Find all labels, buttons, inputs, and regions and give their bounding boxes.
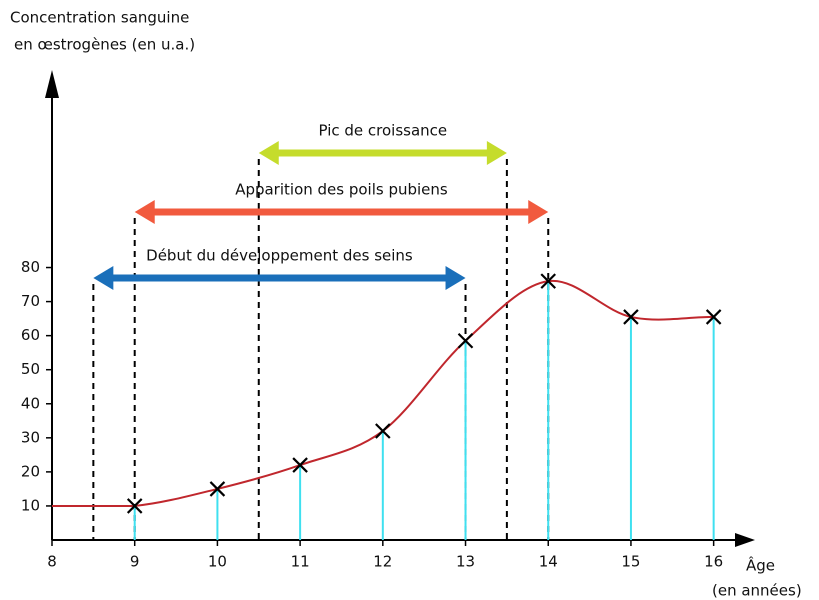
arrow-head [134, 200, 155, 224]
arrow-head [258, 141, 279, 165]
x-tick-label: 9 [130, 553, 140, 571]
x-tick-label: 15 [621, 553, 640, 571]
interval-label: Apparition des poils pubiens [235, 181, 448, 199]
y-axis-label: en œstrogènes (en u.a.) [14, 36, 195, 54]
y-tick-label: 10 [21, 496, 40, 514]
x-tick-label: 11 [291, 553, 310, 571]
y-tick-label: 30 [21, 428, 40, 446]
interval-label: Pic de croissance [318, 122, 447, 140]
y-tick-label: 20 [21, 462, 40, 480]
y-tick-label: 50 [21, 360, 40, 378]
arrow-head [93, 266, 114, 290]
x-tick-label: 14 [539, 553, 558, 571]
x-tick-label: 8 [47, 553, 57, 571]
point-marker [209, 481, 226, 497]
y-tick-label: 40 [21, 394, 40, 412]
point-marker [705, 309, 722, 325]
curve [134, 280, 714, 507]
x-axis-label: (en années) [712, 582, 802, 600]
x-tick-label: 12 [373, 553, 392, 571]
point-marker [375, 423, 391, 439]
y-axis-label: Concentration sanguine [10, 9, 189, 27]
point-marker [540, 273, 557, 289]
x-axis-label: Âge [746, 556, 775, 575]
x-tick-label: 10 [208, 553, 227, 571]
arrow-head [486, 141, 507, 165]
y-tick-label: 70 [21, 292, 40, 310]
arrow-head [528, 200, 549, 224]
point-marker [126, 498, 143, 514]
arrow-head [445, 266, 466, 290]
point-marker [457, 332, 474, 349]
x-tick-label: 16 [704, 553, 723, 571]
x-axis-arrow [735, 533, 755, 547]
x-tick-label: 13 [456, 553, 475, 571]
y-tick-label: 80 [21, 258, 40, 276]
point-marker [623, 309, 639, 325]
y-tick-label: 60 [21, 326, 40, 344]
y-axis-arrow [45, 70, 59, 98]
interval-label: Début du développement des seins [146, 247, 413, 265]
point-marker [292, 457, 308, 473]
